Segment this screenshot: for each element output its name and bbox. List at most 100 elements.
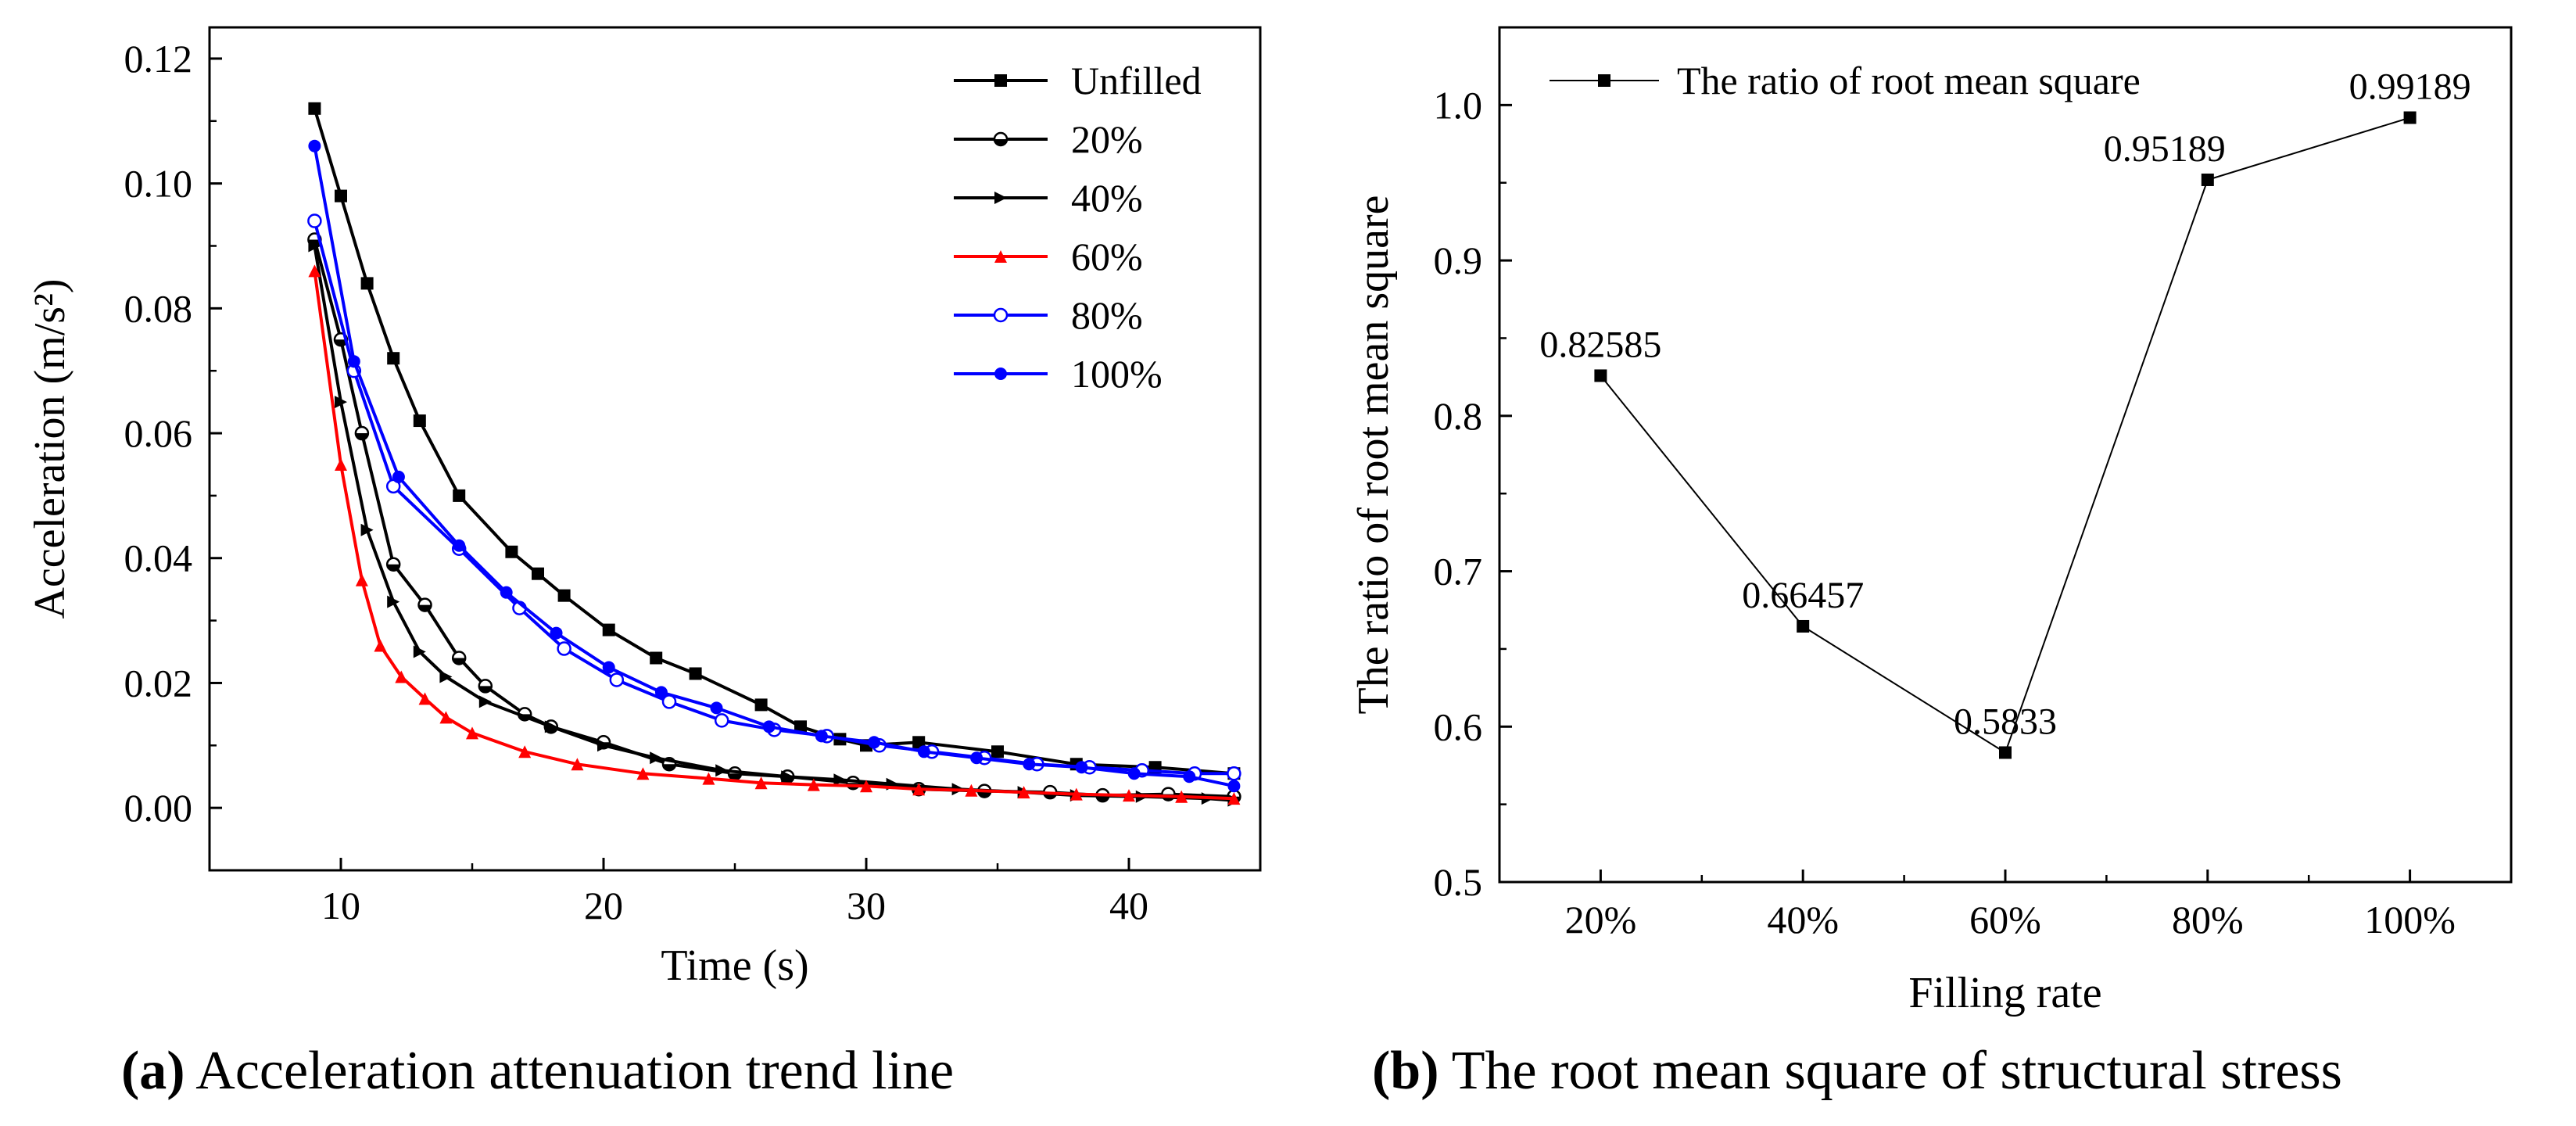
data-point-40pct [387,595,400,608]
data-point-60pct [395,670,408,683]
data-point-40pct [478,695,492,708]
chart-a: 10 20 30 40 0.00 0.02 0.04 0.06 0.08 0.10 0.12 Time… [26,26,1262,990]
data-point-60pct [860,780,872,793]
data-point-100pct [710,701,723,715]
data-label-b: 0.5833 [1954,701,2057,742]
data-label-b: 0.66457 [1742,575,1864,616]
y-tick-label-b: 0.7 [1434,550,1483,593]
series-unfilled [308,102,1241,780]
legend-marker-unfilled [994,74,1007,87]
x-tick-label-a: 10 [321,884,360,927]
x-tick-label-b: 80% [2172,898,2244,941]
data-label-b: 0.82585 [1539,324,1661,365]
data-point-100pct [550,626,563,640]
data-point-20pct-fill [453,658,466,665]
x-axis-title-a: Time (s) [661,941,808,990]
data-point-unfilled [650,651,663,665]
data-point-100pct [1227,780,1241,793]
data-point-unfilled [387,352,400,365]
data-point-60pct [965,784,978,797]
data-point-80pct [609,672,625,687]
data-point-40pct [715,764,729,777]
data-point-b [2201,173,2214,186]
data-point-unfilled [689,667,702,680]
data-point-40pct [439,670,453,683]
data-point-100pct [654,686,668,699]
series-60pct [308,264,1241,805]
data-point-20pct-fill [387,564,400,571]
data-point-b [2403,111,2417,124]
x-tick-label-a: 40 [1109,884,1148,927]
data-point-100pct [347,355,360,368]
data-point-40pct [360,523,374,536]
data-point-100pct [917,745,930,758]
data-point-60pct [308,264,321,278]
data-point-60pct [518,745,532,758]
data-point-20pct-fill [478,686,492,693]
data-point-unfilled [794,720,807,733]
data-point-60pct [702,772,715,785]
y-tick-label-a: 0.08 [124,286,193,330]
y-tick-label-b: 1.0 [1434,83,1483,127]
caption-a-text: Acceleration attenuation trend line [185,1041,955,1101]
data-point-40pct [781,770,794,784]
data-point-60pct [466,726,478,740]
data-label-b: 0.95189 [2104,128,2226,170]
data-point-20pct-fill [335,339,347,346]
legend-label-20pct: 20% [1071,117,1143,161]
legend-marker-20pct-fill [994,139,1007,145]
data-point-100pct [308,139,321,152]
x-tick-label-a: 30 [847,884,886,927]
data-point-b [1594,369,1607,382]
legend-marker-b [1598,74,1610,87]
data-point-unfilled [335,189,347,203]
caption-b-tag: (b) [1372,1041,1439,1101]
data-point-unfilled [360,277,374,290]
data-point-60pct [1069,787,1083,801]
data-point-40pct [833,773,847,787]
data-point-100pct [1127,767,1141,780]
data-point-100pct [392,470,405,483]
chart-b: 20% 40% 60% 80% 100% 0.5 0.6 0.7 0.8 0.9 1.0 Fillin… [1349,26,2513,1017]
legend-label-80pct: 80% [1071,293,1143,337]
y-tick-label-a: 0.10 [124,162,193,206]
data-point-unfilled [557,589,571,602]
data-point-40pct [597,739,610,752]
y-tick-label-a: 0.04 [124,536,193,580]
series-100pct [308,139,1241,793]
x-tick-label-b: 20% [1565,898,1637,941]
data-point-20pct-fill [355,433,368,440]
data-point-60pct [807,778,820,791]
data-point-40pct [308,239,321,253]
legend-label-60pct: 60% [1071,235,1143,278]
y-tick-label-b: 0.9 [1434,238,1483,282]
data-point-unfilled [453,489,466,502]
y-tick-label-b: 0.5 [1434,860,1483,904]
data-point-20pct-fill [978,791,991,798]
y-axis-title-a: Acceleration (m/s²) [26,278,74,619]
data-point-unfilled [912,736,926,749]
y-tick-label-a: 0.06 [124,411,193,455]
data-point-80pct [1227,766,1241,781]
data-point-20pct-fill [729,773,741,780]
data-point-100pct [500,586,513,599]
data-point-unfilled [413,414,426,428]
data-point-b [1797,619,1810,633]
caption-a: (a) Acceleration attenuation trend line [121,1040,954,1103]
x-tick-label-b: 100% [2364,898,2456,941]
legend-a: Unfilled 20% 40% 60% 80% 100% [954,59,1202,396]
data-point-60pct [355,573,368,586]
data-point-20pct-fill [418,604,432,611]
y-tick-label-a: 0.00 [124,786,193,830]
data-point-unfilled [754,698,768,712]
data-point-b [1999,746,2012,759]
x-tick-label-b: 40% [1767,898,1839,941]
data-point-60pct [912,783,926,796]
data-point-60pct [439,711,453,724]
data-point-unfilled [991,745,1004,758]
y-tick-label-a: 0.02 [124,661,193,705]
x-tick-label-a: 20 [584,884,623,927]
data-point-80pct [557,641,571,656]
data-point-60pct [1227,792,1241,805]
legend-label-40pct: 40% [1071,176,1143,220]
